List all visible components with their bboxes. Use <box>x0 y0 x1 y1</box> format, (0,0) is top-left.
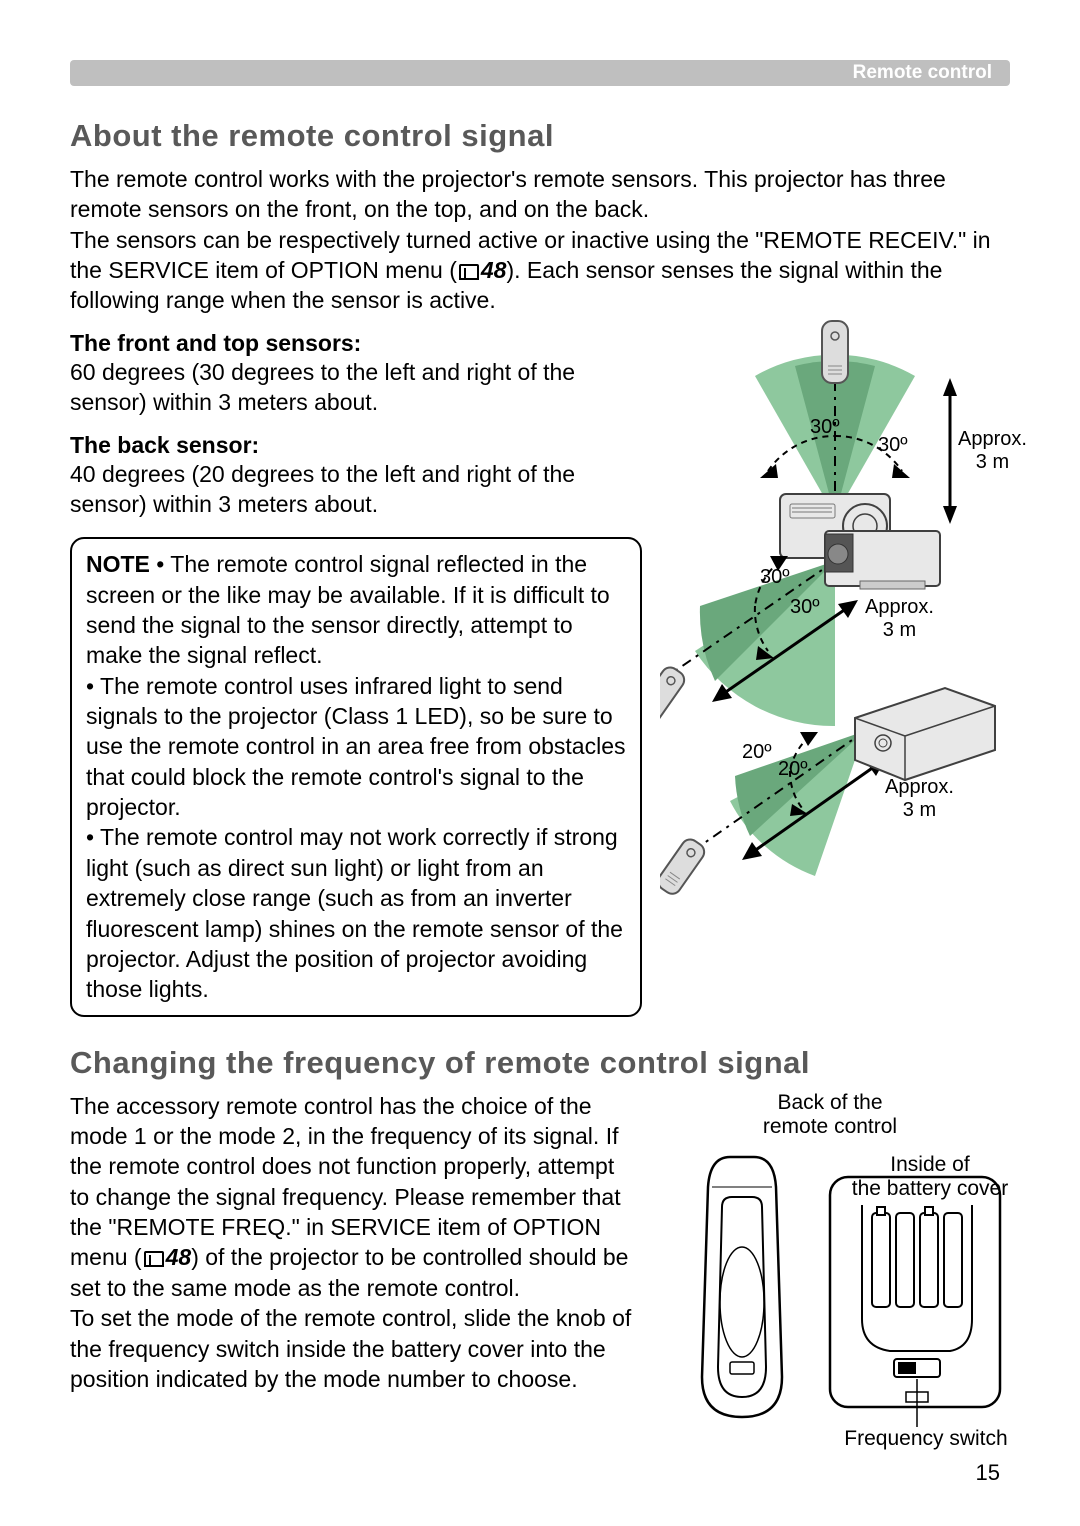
header-label: Remote control <box>853 62 992 84</box>
angle-30-a: 30º <box>810 416 840 439</box>
section2-p1: The accessory remote control has the cho… <box>70 1091 632 1304</box>
back-head: The back sensor: <box>70 432 642 459</box>
angle-20-a: 20º <box>742 741 772 764</box>
back-body: 40 degrees (20 degrees to the left and r… <box>70 459 642 520</box>
switch-label: Frequency switch <box>836 1427 1016 1451</box>
manual-ref-icon <box>459 264 479 280</box>
front-top-head: The front and top sensors: <box>70 330 642 357</box>
note-p1-text: • The remote control signal reflected in… <box>86 551 610 668</box>
remote-back-diagram: Back of theremote control <box>650 1091 1010 1447</box>
inside-label: Inside ofthe battery cover <box>845 1153 1015 1201</box>
angle-30-b: 30º <box>878 434 908 457</box>
approx-2: Approx.3 m <box>865 596 934 642</box>
angle-30-c: 30º <box>760 566 790 589</box>
p1-ref: 48 <box>166 1244 192 1270</box>
header-bar: Remote control <box>70 60 1010 86</box>
section1-title: About the remote control signal <box>70 118 1010 154</box>
front-top-body: 60 degrees (30 degrees to the left and r… <box>70 357 642 418</box>
note-p1: NOTE • The remote control signal reflect… <box>86 549 626 670</box>
section1-intro1: The remote control works with the projec… <box>70 164 1010 225</box>
manual-ref-icon <box>144 1251 164 1267</box>
section2-p2: To set the mode of the remote control, s… <box>70 1303 632 1394</box>
note-box: NOTE • The remote control signal reflect… <box>70 537 642 1016</box>
approx-1: Approx.3 m <box>958 428 1027 474</box>
diagram2-caption: Back of theremote control <box>650 1091 1010 1139</box>
angle-20-b: 20º <box>778 758 808 781</box>
section1-intro2: The sensors can be respectively turned a… <box>70 225 1010 316</box>
note-p3: • The remote control may not work correc… <box>86 822 626 1004</box>
note-label: NOTE <box>86 551 150 577</box>
sensor-range-diagram: 30º 30º Approx.3 m 30º 30º Approx.3 m 20… <box>660 316 1010 916</box>
intro2-ref: 48 <box>481 257 507 283</box>
section2-title: Changing the frequency of remote control… <box>70 1045 1010 1081</box>
note-p2: • The remote control uses infrared light… <box>86 671 626 823</box>
page-number: 15 <box>976 1460 1000 1486</box>
approx-3: Approx.3 m <box>885 776 954 822</box>
angle-30-d: 30º <box>790 596 820 619</box>
